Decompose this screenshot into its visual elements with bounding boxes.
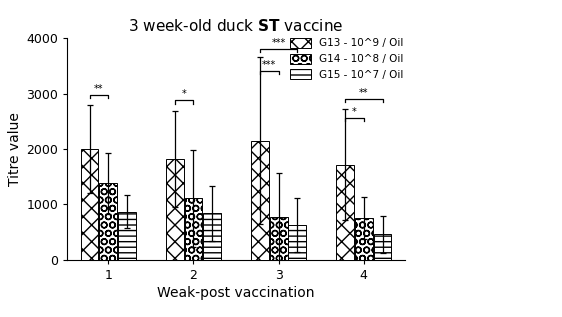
Bar: [118, 212, 136, 260]
Bar: [355, 218, 373, 260]
Title: 3 week-old duck $\mathbf{ST}$ vaccine: 3 week-old duck $\mathbf{ST}$ vaccine: [128, 18, 344, 34]
Text: *: *: [182, 89, 187, 99]
Legend: G13 - 10^9 / Oil, G14 - 10^8 / Oil, G15 - 10^7 / Oil: G13 - 10^9 / Oil, G14 - 10^8 / Oil, G15 …: [286, 34, 408, 84]
Text: ***: ***: [271, 38, 285, 48]
Bar: [374, 234, 391, 260]
Text: **: **: [94, 84, 104, 94]
Bar: [251, 141, 269, 260]
Text: ***: ***: [262, 60, 277, 70]
Bar: [166, 159, 184, 260]
Bar: [81, 149, 98, 260]
Text: *: *: [352, 107, 357, 117]
Y-axis label: Titre value: Titre value: [8, 112, 22, 186]
Bar: [336, 165, 354, 260]
Text: **: **: [359, 88, 369, 98]
Bar: [288, 225, 306, 260]
Bar: [184, 198, 202, 260]
Bar: [203, 213, 221, 260]
X-axis label: Weak-post vaccination: Weak-post vaccination: [157, 286, 315, 300]
Bar: [270, 217, 288, 260]
Bar: [99, 183, 117, 260]
